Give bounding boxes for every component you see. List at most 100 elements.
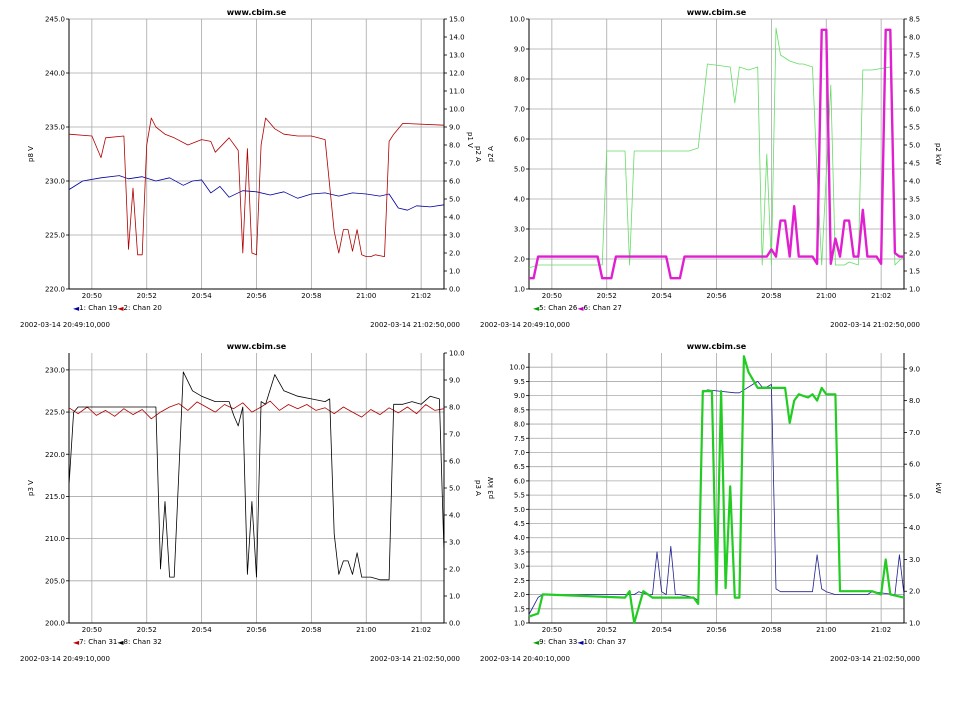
- legend-item-label: 2: Chan 20: [123, 304, 162, 312]
- left-axis-label: p8 V: [27, 146, 35, 162]
- legend-arrow-icon: ◄: [117, 304, 124, 313]
- left-tick-label: 5.0: [514, 166, 525, 174]
- right-tick-label: 3.5: [909, 196, 920, 204]
- left-tick-label: 205.0: [45, 577, 65, 585]
- right-tick-label: 12.0: [449, 70, 465, 78]
- left-tick-label: 9.5: [514, 378, 525, 386]
- series-line: [68, 400, 445, 420]
- x-tick-label: 20:52: [597, 292, 617, 300]
- right-tick-label: 6.5: [909, 88, 920, 96]
- x-tick-label: 20:54: [192, 626, 213, 634]
- left-tick-label: 3.0: [514, 563, 525, 571]
- chart-svg: www.cbim.se 20:50 20:52 20:54 20:56 20:58 21:0…: [487, 342, 942, 634]
- right-tick-label: 7.0: [909, 70, 920, 78]
- chart-legend: ◄1: Chan 19◄2: Chan 20: [73, 304, 162, 313]
- chart-panel-3: www.cbim.se 20:50 20:52 20:54 20:56 20:58 21:0…: [20, 340, 482, 665]
- x-tick-label: 21:00: [816, 292, 836, 300]
- x-tick-label: 20:54: [192, 292, 213, 300]
- right-tick-label: 4.0: [449, 214, 460, 222]
- left-tick-label: 6.0: [514, 136, 525, 144]
- chart-legend: ◄9: Chan 33◄10: Chan 37: [533, 638, 626, 647]
- x-tick-label: 20:58: [761, 292, 781, 300]
- chart-title: www.cbim.se: [687, 342, 747, 351]
- series-line: [528, 355, 905, 625]
- x-tick-label: 20:50: [542, 292, 562, 300]
- left-tick-label: 2.5: [514, 577, 525, 585]
- right-tick-label: 1.0: [909, 620, 920, 628]
- left-tick-label: 10.0: [509, 364, 525, 372]
- left-tick-label: 5.0: [514, 506, 525, 514]
- right-tick-label: 8.5: [909, 16, 920, 24]
- right-tick-label: 5.0: [909, 142, 920, 150]
- x-tick-label: 20:58: [301, 626, 321, 634]
- left-tick-label: 230.0: [45, 178, 65, 186]
- right-tick-label: 10.0: [449, 106, 465, 114]
- left-tick-label: 3.5: [514, 548, 525, 556]
- right-tick-label: 2.5: [909, 232, 920, 240]
- left-tick-label: 2.0: [514, 256, 525, 264]
- left-tick-label: 220.0: [45, 286, 65, 294]
- x-tick-label: 20:52: [597, 626, 617, 634]
- right-tick-label: 3.0: [909, 556, 920, 564]
- legend-item-label: 1: Chan 19: [79, 304, 118, 312]
- x-tick-label: 20:52: [137, 626, 157, 634]
- right-tick-label: 1.5: [909, 268, 920, 276]
- legend-arrow-icon: ◄: [577, 638, 584, 647]
- legend-item-label: 8: Chan 32: [123, 638, 162, 646]
- end-timestamp: 2002-03-14 21:02:50,000: [370, 321, 460, 329]
- left-tick-label: 1.5: [514, 605, 525, 613]
- right-tick-label: 1.0: [909, 286, 920, 294]
- right-tick-label: 9.0: [909, 365, 920, 373]
- series-line: [528, 27, 905, 269]
- left-tick-label: 245.0: [45, 16, 65, 24]
- legend-item-label: 6: Chan 27: [583, 304, 622, 312]
- right-tick-label: 2.0: [909, 588, 920, 596]
- left-tick-label: 210.0: [45, 535, 65, 543]
- right-tick-label: 8.0: [909, 397, 920, 405]
- right-tick-label: 7.5: [909, 52, 920, 60]
- x-tick-label: 21:00: [356, 292, 376, 300]
- x-tick-label: 20:54: [652, 292, 673, 300]
- right-tick-label: 8.0: [909, 34, 920, 42]
- right-tick-label: 15.0: [449, 16, 465, 24]
- series-line: [68, 117, 445, 258]
- right-axis-label-2: p1 V: [466, 132, 474, 148]
- left-tick-label: 8.5: [514, 406, 525, 414]
- end-timestamp: 2002-03-14 21:02:50,000: [830, 321, 920, 329]
- start-timestamp: 2002-03-14 20:40:10,000: [480, 655, 570, 663]
- right-tick-label: 13.0: [449, 52, 465, 60]
- chart-svg: www.cbim.se 20:50 20:52 20:54 20:56 20:58 21:0…: [487, 8, 942, 300]
- right-tick-label: 6.0: [909, 106, 920, 114]
- right-tick-label: 5.0: [909, 492, 920, 500]
- right-axis-label: kW: [934, 483, 942, 494]
- right-tick-label: 5.0: [449, 485, 460, 493]
- x-tick-label: 20:56: [706, 626, 727, 634]
- right-tick-label: 0.0: [449, 620, 460, 628]
- left-tick-label: 8.0: [514, 421, 525, 429]
- chart-svg: www.cbim.se 20:50 20:52 20:54 20:56 20:58 21:0…: [27, 342, 482, 634]
- left-tick-label: 5.5: [514, 492, 525, 500]
- x-tick-label: 20:50: [542, 626, 562, 634]
- left-tick-label: 7.0: [514, 449, 525, 457]
- legend-arrow-icon: ◄: [117, 638, 124, 647]
- left-tick-label: 240.0: [45, 70, 65, 78]
- x-tick-label: 21:00: [816, 626, 836, 634]
- left-axis-label: p3 kW: [487, 477, 495, 499]
- legend-item-label: 10: Chan 37: [583, 638, 627, 646]
- end-timestamp: 2002-03-14 21:02:50,000: [370, 655, 460, 663]
- chart-title: www.cbim.se: [227, 8, 287, 17]
- left-tick-label: 3.0: [514, 226, 525, 234]
- legend-item-label: 9: Chan 33: [539, 638, 578, 646]
- right-tick-label: 8.0: [449, 404, 460, 412]
- x-tick-label: 20:54: [652, 626, 673, 634]
- right-tick-label: 4.0: [909, 178, 920, 186]
- right-tick-label: 11.0: [449, 88, 465, 96]
- right-tick-label: 1.0: [449, 593, 460, 601]
- x-tick-label: 21:02: [411, 626, 431, 634]
- right-tick-label: 0.0: [449, 286, 460, 294]
- x-tick-label: 20:52: [137, 292, 157, 300]
- left-axis-label: p3 V: [27, 480, 35, 496]
- left-tick-label: 200.0: [45, 620, 65, 628]
- x-tick-label: 20:50: [82, 292, 102, 300]
- right-axis-label: p3 A: [474, 480, 482, 496]
